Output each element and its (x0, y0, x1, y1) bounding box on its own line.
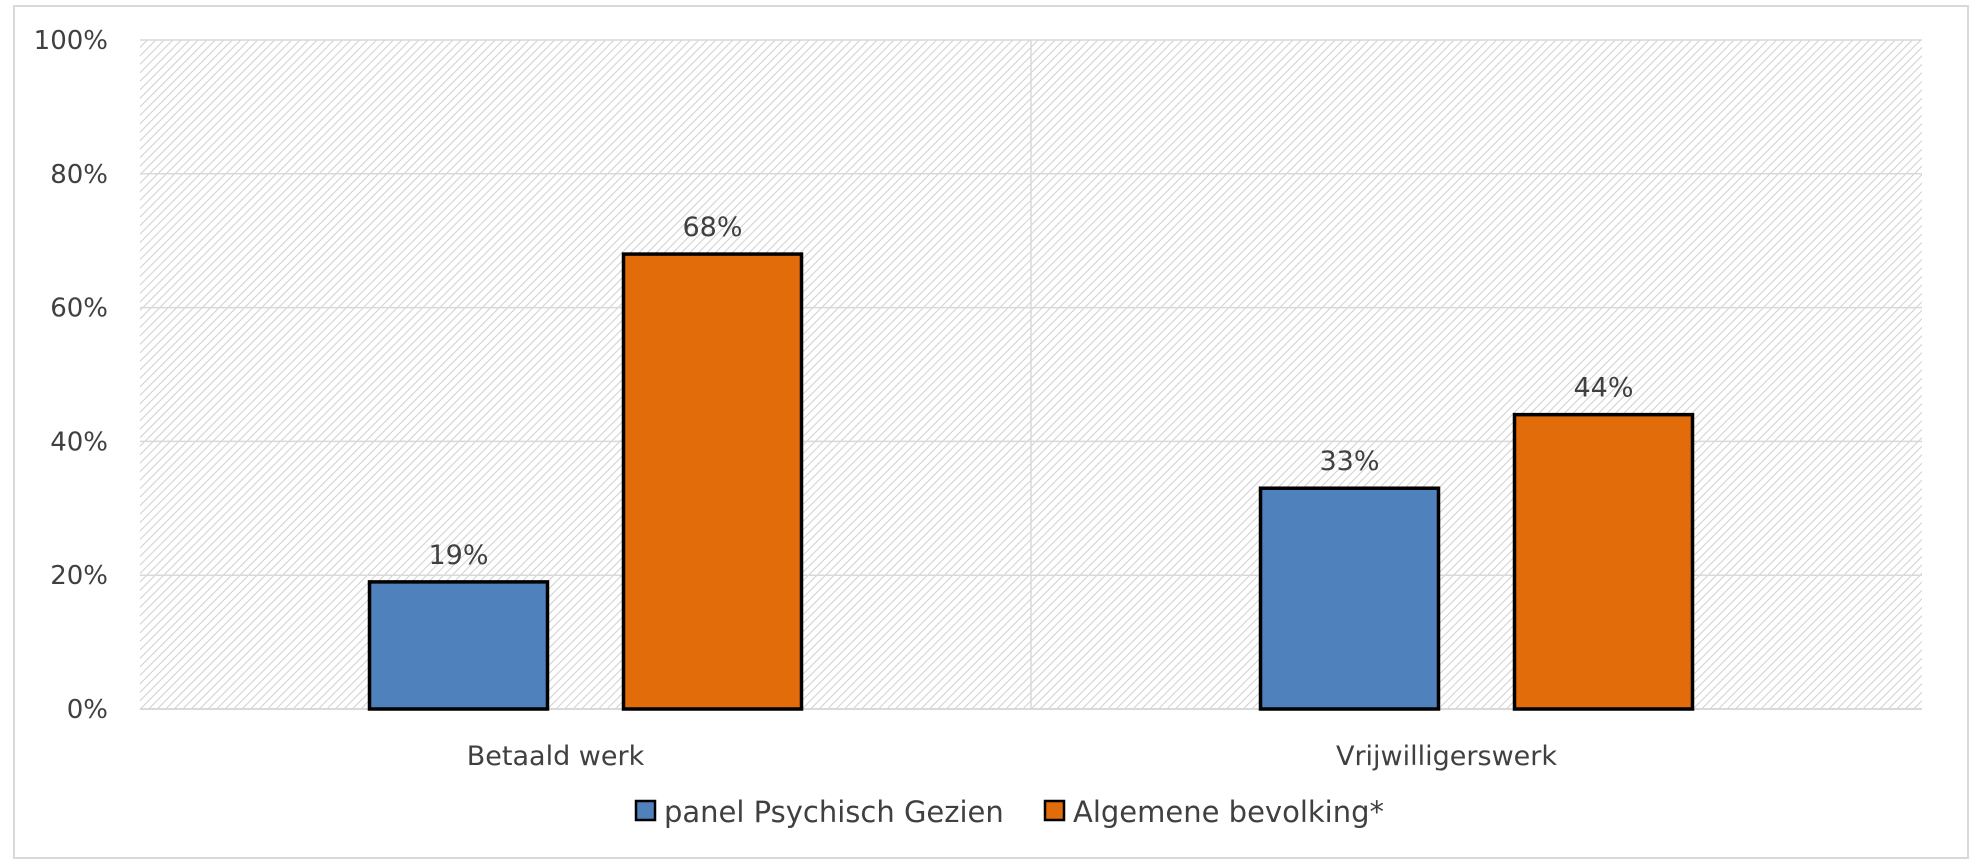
bar-panel-2 (1258, 486, 1441, 711)
data-label: 19% (428, 540, 488, 571)
legend-label: panel Psychisch Gezien (664, 795, 1004, 829)
data-label: 44% (1573, 373, 1633, 404)
y-tick-label: 0% (67, 695, 108, 725)
x-category-label: Vrijwilligerswerk (1336, 741, 1557, 772)
x-axis-categories: Betaald werk Vrijwilligerswerk (467, 741, 1558, 772)
y-axis-ticks: 0% 20% 40% 60% 80% 100% (34, 26, 108, 725)
data-labels: 19% 68% 33% 44% (428, 212, 1633, 571)
data-label: 68% (682, 212, 742, 243)
bar-algemene-2 (1512, 412, 1695, 711)
legend-label: Algemene bevolking* (1073, 795, 1384, 829)
bar-panel-1 (367, 580, 550, 711)
bars (367, 252, 1695, 711)
y-tick-label: 20% (50, 561, 108, 591)
bar-algemene-1 (621, 252, 804, 711)
legend-swatch (634, 799, 657, 822)
x-category-label: Betaald werk (467, 741, 645, 772)
y-tick-label: 40% (50, 427, 108, 457)
data-label: 33% (1319, 446, 1379, 477)
y-tick-label: 80% (50, 160, 108, 190)
y-tick-label: 60% (50, 294, 108, 324)
legend-swatch (1043, 799, 1066, 822)
legend: panel Psychisch Gezien Algemene bevolking… (634, 795, 1384, 829)
y-tick-label: 100% (34, 26, 108, 56)
